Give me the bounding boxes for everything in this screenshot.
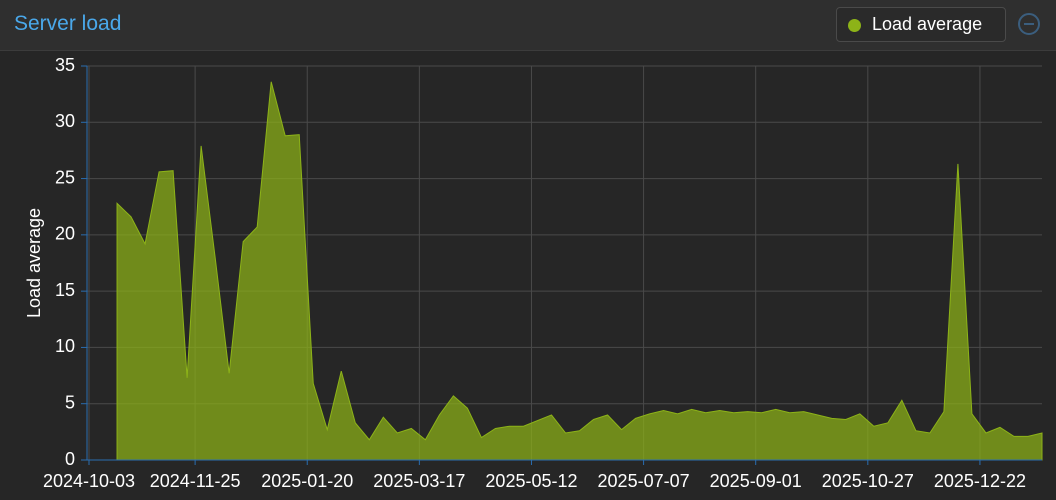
y-tick-label: 25 <box>55 167 75 187</box>
x-tick-label: 2025-12-22 <box>934 471 1026 491</box>
legend-item[interactable]: Load average <box>836 7 1006 42</box>
y-tick-label: 15 <box>55 280 75 300</box>
y-tick-label: 35 <box>55 55 75 75</box>
header: Server load Load average <box>0 0 1056 51</box>
y-tick-label: 0 <box>65 449 75 469</box>
y-tick-label: 10 <box>55 336 75 356</box>
x-tick-label: 2025-10-27 <box>822 471 914 491</box>
x-tick-label: 2024-10-03 <box>43 471 135 491</box>
legend-swatch <box>848 19 861 32</box>
y-axis-title: Load average <box>24 208 44 318</box>
area <box>116 81 1043 461</box>
y-tick-label: 5 <box>65 392 75 412</box>
x-tick-label: 2024-11-25 <box>150 471 241 491</box>
collapse-button[interactable] <box>1018 13 1040 35</box>
x-tick-label: 2025-05-12 <box>485 471 577 491</box>
widget-title: Server load <box>14 12 122 35</box>
y-tick-label: 30 <box>55 111 75 131</box>
x-tick-label: 2025-01-20 <box>261 471 353 491</box>
legend-label: Load average <box>872 14 983 34</box>
x-tick-label: 2025-09-01 <box>710 471 802 491</box>
x-tick-label: 2025-07-07 <box>598 471 690 491</box>
y-tick-label: 20 <box>55 224 75 244</box>
x-tick-label: 2025-03-17 <box>373 471 465 491</box>
